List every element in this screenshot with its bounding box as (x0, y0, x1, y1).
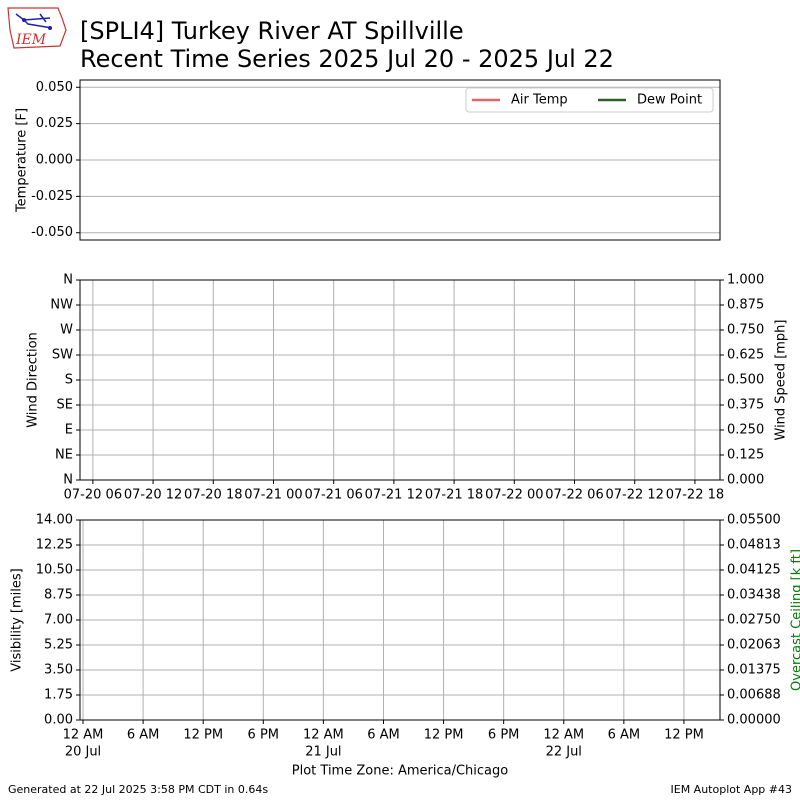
y-axis-label: Wind Direction (26, 332, 41, 428)
y-tick-label: NW (50, 298, 73, 313)
x-tick-label: 07-21 00 (244, 488, 302, 503)
x-tick-label: 07-21 12 (365, 488, 423, 503)
plot-frame (79, 279, 721, 481)
y-tick-label: 0.00 (44, 713, 73, 728)
y-tick-label: 8.75 (44, 588, 73, 603)
legend-label: Dew Point (637, 93, 702, 108)
y-tick-label: -0.025 (31, 189, 73, 204)
chart-title: [SPLI4] Turkey River AT Spillville (80, 17, 464, 45)
x-tick-label: 12 AM (543, 728, 584, 743)
x-tick-label: 6 AM (608, 728, 641, 743)
y2-tick-label: 0.02063 (727, 638, 781, 653)
y2-tick-label: 0.02750 (727, 613, 781, 628)
legend-box (465, 87, 714, 113)
footer-left: Generated at 22 Jul 2025 3:58 PM CDT in … (8, 783, 268, 796)
x-tick-label: 07-22 18 (666, 488, 724, 503)
x-axis-label: Plot Time Zone: America/Chicago (292, 764, 508, 779)
y-tick-label: 5.25 (44, 638, 73, 653)
y2-tick-label: 1.000 (727, 273, 764, 288)
x-tick-date: 21 Jul (305, 745, 341, 760)
x-tick-label: 6 PM (488, 728, 519, 743)
logo: IEM (7, 7, 67, 49)
y2-tick-label: 0.375 (727, 398, 764, 413)
y2-tick-label: 0.04813 (727, 538, 781, 553)
legend-label: Air Temp (511, 93, 568, 108)
y2-tick-label: 0.00688 (727, 688, 781, 703)
logo-text: IEM (15, 32, 47, 48)
y2-tick-label: 0.250 (727, 423, 764, 438)
y-tick-label: 10.50 (36, 563, 73, 578)
y2-axis-label: Wind Speed [mph] (774, 320, 789, 441)
y-tick-label: 0.025 (36, 116, 73, 131)
plot-frame (79, 519, 721, 721)
y-axis-label: Temperature [F] (15, 108, 30, 213)
x-tick-label: 07-21 06 (304, 488, 362, 503)
x-tick-label: 07-20 06 (64, 488, 122, 503)
y-tick-label: N (63, 273, 73, 288)
x-tick-label: 12 PM (664, 728, 704, 743)
y2-tick-label: 0.750 (727, 323, 764, 338)
x-tick-label: 12 AM (63, 728, 104, 743)
x-tick-label: 07-21 18 (425, 488, 483, 503)
y-tick-label: 0.000 (36, 153, 73, 168)
y-tick-label: 7.00 (44, 613, 73, 628)
x-tick-label: 07-20 18 (184, 488, 242, 503)
y2-tick-label: 0.625 (727, 348, 764, 363)
y-tick-label: SE (57, 398, 73, 413)
y-tick-label: SW (52, 348, 73, 363)
x-tick-label: 07-22 12 (605, 488, 663, 503)
x-tick-date: 20 Jul (65, 745, 101, 760)
y2-tick-label: 0.000 (727, 473, 764, 488)
y-tick-label: 12.25 (36, 538, 73, 553)
y2-tick-label: 0.04125 (727, 563, 781, 578)
y2-tick-label: 0.125 (727, 448, 764, 463)
y-tick-label: E (65, 423, 73, 438)
y-tick-label: NE (55, 448, 73, 463)
y-tick-label: 1.75 (44, 688, 73, 703)
y-tick-label: S (65, 373, 73, 388)
x-tick-label: 6 AM (127, 728, 160, 743)
y2-tick-label: 0.05500 (727, 513, 781, 528)
x-tick-label: 12 AM (303, 728, 344, 743)
y-tick-label: W (60, 323, 73, 338)
x-tick-label: 6 AM (367, 728, 400, 743)
x-tick-label: 07-22 06 (545, 488, 603, 503)
plot-frame (79, 79, 721, 241)
y2-tick-label: 0.03438 (727, 588, 781, 603)
footer-right: IEM Autoplot App #43 (671, 783, 793, 796)
x-tick-label: 12 PM (424, 728, 464, 743)
legend: Air Temp Dew Point (465, 87, 714, 113)
chart-subtitle: Recent Time Series 2025 Jul 20 - 2025 Ju… (80, 45, 614, 73)
x-tick-label: 07-20 12 (124, 488, 182, 503)
y-tick-label: 14.00 (36, 513, 73, 528)
y-tick-label: N (63, 473, 73, 488)
y-tick-label: 3.50 (44, 663, 73, 678)
y-tick-label: -0.050 (31, 225, 73, 240)
y2-tick-label: 0.875 (727, 298, 764, 313)
x-tick-label: 07-22 00 (485, 488, 543, 503)
x-tick-label: 12 PM (183, 728, 223, 743)
y-axis-label: Visibility [miles] (10, 568, 25, 671)
x-tick-label: 6 PM (248, 728, 279, 743)
x-tick-date: 22 Jul (546, 745, 582, 760)
y-tick-label: 0.050 (36, 80, 73, 95)
y2-tick-label: 0.01375 (727, 663, 781, 678)
y2-tick-label: 0.500 (727, 373, 764, 388)
y2-tick-label: 0.00000 (727, 713, 781, 728)
y2-axis-label: Overcast Ceiling [k ft] (790, 549, 800, 691)
